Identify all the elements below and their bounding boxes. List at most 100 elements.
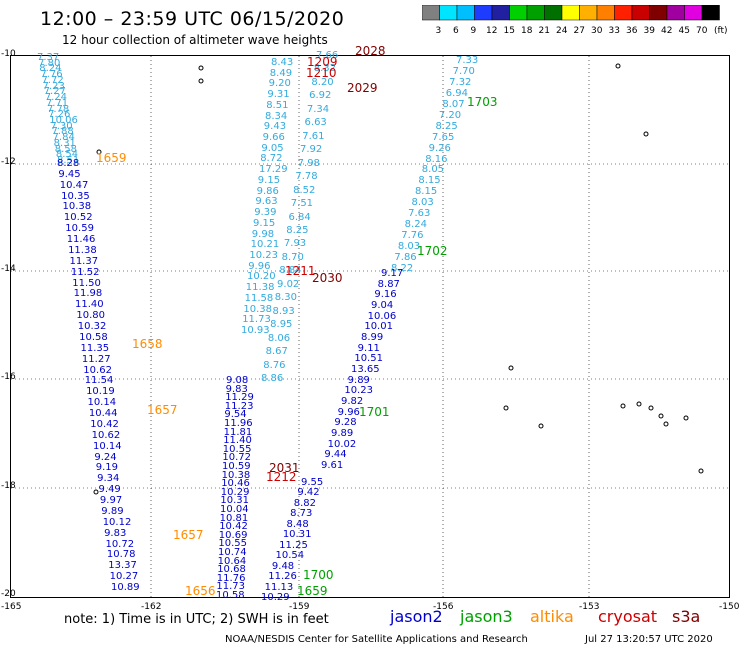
colorbar-swatch: [684, 4, 703, 21]
wave-height-value: 8.86: [261, 373, 284, 384]
colorbar-unit: (ft): [714, 26, 728, 36]
colorbar-swatch: [474, 4, 493, 21]
wave-height-value: 7.30: [50, 120, 73, 132]
island-outline: [620, 403, 626, 409]
wave-height-value: 10.78: [106, 549, 136, 561]
colorbar-swatch: [561, 4, 580, 21]
wave-height-value: 6.94: [445, 87, 468, 99]
wave-height-value: 9.15: [253, 217, 276, 229]
wave-height-value: 11.58: [244, 292, 274, 304]
pass-time-label: 1657: [173, 528, 204, 542]
wave-height-value: 9.39: [254, 207, 277, 219]
island-outline: [648, 405, 654, 411]
note-text: note: 1) Time is in UTC; 2) SWH is in fe…: [64, 612, 329, 627]
wave-height-value: 9.83: [225, 383, 248, 395]
wave-height-value: 8.16: [425, 153, 448, 165]
wave-height-value: 7.33: [456, 55, 479, 66]
island-outline: [698, 468, 704, 474]
wave-height-value: 10.06: [367, 310, 397, 322]
longitude-tick-label: -162: [141, 602, 162, 612]
wave-height-value: 10.23: [344, 385, 373, 397]
colorbar-swatch: [544, 4, 563, 21]
map-plot-area: 7.37 7.80 8.24 7.76 7.72 7.23 7.27 7.24 7.71 7.78…: [10, 44, 730, 603]
wave-height-value: 9.16: [374, 289, 397, 301]
pass-time-label: 1657: [147, 403, 178, 417]
wave-height-value: 10.29: [220, 486, 250, 498]
wave-height-value: 10.38: [62, 201, 92, 213]
wave-height-value: 7.51: [290, 198, 314, 210]
island-outline: [658, 413, 664, 419]
wave-height-value: 10.44: [88, 408, 118, 420]
wave-height-value: 11.38: [68, 244, 97, 256]
wave-height-value: 7.23: [42, 80, 65, 92]
island-outline: [538, 423, 544, 429]
island-outline: [93, 489, 99, 495]
wave-height-value: 7.72: [41, 74, 64, 86]
wave-height-value: 7.70: [452, 65, 475, 77]
wave-height-value: 11.76: [216, 572, 246, 584]
colorbar-level-label: 36: [626, 26, 638, 36]
wave-height-value: 7.66: [316, 50, 339, 61]
colorbar-swatch: [701, 4, 720, 21]
wave-height-value: 8.15: [418, 175, 441, 187]
wave-height-value: 8.20: [311, 76, 334, 88]
wave-height-value: 8.43: [271, 57, 294, 68]
colorbar-level-label: 21: [538, 26, 550, 36]
wave-height-value: 8.25: [286, 224, 309, 236]
wave-height-value: 11.54: [84, 375, 114, 387]
wave-height-value: 8.51: [57, 155, 80, 166]
wave-height-value: 10.93: [241, 325, 270, 336]
colorbar-level-label: 3: [435, 26, 442, 36]
colorbar-level-label: 70: [696, 26, 708, 36]
wave-height-value: 7.76: [401, 230, 424, 242]
pass-time-label: 1659: [297, 584, 328, 598]
colorbar-level-label: 18: [521, 26, 533, 36]
footer-credit: NOAA/NESDIS Center for Satellite Applica…: [225, 634, 528, 645]
wave-height-value: 10.46: [221, 478, 250, 490]
wave-height-value: 8.48: [286, 518, 309, 530]
wave-height-value: 9.96: [337, 406, 360, 418]
wave-height-value: 11.37: [69, 255, 99, 267]
wave-height-value: 11.35: [80, 342, 110, 354]
wave-height-value: 10.58: [216, 590, 245, 601]
wave-height-value: 7.61: [302, 130, 325, 142]
island-outline: [198, 78, 204, 84]
wave-height-value: 7.78: [47, 103, 70, 115]
wave-height-value: 8.31: [53, 137, 76, 149]
wave-height-value: 6.92: [309, 90, 332, 102]
wave-height-value: 10.38: [243, 303, 273, 315]
colorbar-level-label: 30: [591, 26, 603, 36]
wave-height-value: 9.24: [94, 451, 117, 463]
wave-height-value: 8.15: [414, 186, 438, 198]
wave-height-value: 6.63: [304, 117, 327, 129]
wave-height-value: 9.34: [97, 473, 120, 485]
latitude-tick-label: -16: [1, 372, 16, 382]
wave-height-value: 7.80: [38, 57, 61, 69]
pass-time-label: 2028: [355, 44, 386, 58]
wave-height-value: 8.82: [293, 497, 316, 509]
page-title: 12:00 – 23:59 UTC 06/15/2020: [40, 8, 345, 30]
wave-height-value: 11.40: [75, 299, 104, 311]
wave-height-value: 10.31: [282, 529, 312, 541]
colorbar-level-label: 33: [608, 26, 620, 36]
wave-height-value: 7.84: [52, 132, 75, 144]
island-outline: [503, 405, 509, 411]
wave-height-value: 8.34: [265, 110, 288, 122]
satellite-legend-jason3: jason3: [460, 607, 513, 626]
wave-height-value: 10.02: [327, 438, 357, 450]
wave-height-value: 9.54: [224, 409, 247, 421]
wave-height-value: 9.08: [226, 375, 249, 386]
latitude-tick-label: -12: [1, 157, 16, 167]
wave-height-value: 8.03: [397, 241, 421, 253]
wave-height-value: 11.73: [242, 314, 271, 326]
colorbar-legend: 3 6 9 12 15 18 21 24 27 30 33 36 39 42 45 70 (ft): [421, 4, 732, 36]
wave-height-value: 8.05: [421, 164, 445, 176]
satellite-legend-jason2: jason2: [390, 607, 443, 626]
latitude-tick-label: -18: [1, 481, 16, 491]
wave-height-value: 9.42: [297, 487, 320, 499]
wave-height-value: 8.24: [404, 219, 427, 231]
colorbar-swatch: [649, 4, 668, 21]
wave-height-value: 9.82: [341, 396, 364, 407]
page-subtitle: 12 hour collection of altimeter wave hei…: [62, 33, 328, 47]
